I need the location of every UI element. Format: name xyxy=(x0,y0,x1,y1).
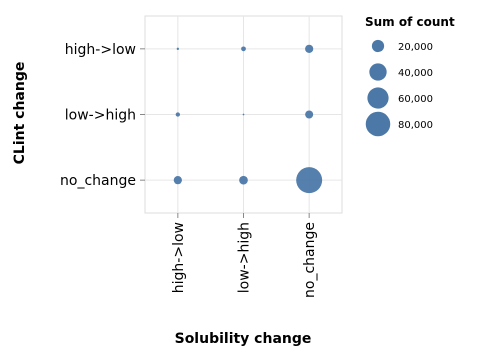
plot-area xyxy=(144,15,343,214)
data-point-bubble xyxy=(175,112,180,117)
legend-label: 20,000 xyxy=(398,42,433,53)
y-axis: high->low low->high no_change xyxy=(60,42,145,189)
data-point-bubble xyxy=(173,176,182,185)
legend-symbol xyxy=(369,63,387,81)
x-tick-label: high->low xyxy=(171,222,187,293)
legend-label: 60,000 xyxy=(398,94,433,105)
legend-symbol xyxy=(365,111,391,137)
x-tick-label: low->high xyxy=(237,222,253,293)
legend-title: Sum of count xyxy=(365,15,455,29)
x-axis: high->low low->high no_change xyxy=(171,213,318,298)
legend: Sum of count 20,000 40,000 60,000 80,000 xyxy=(365,15,455,137)
legend-symbol xyxy=(371,39,385,53)
y-tick-label: no_change xyxy=(60,173,136,189)
y-axis-title: CLint change xyxy=(12,62,28,165)
legend-label: 80,000 xyxy=(398,120,433,131)
data-point-bubble xyxy=(305,110,314,119)
x-tick-label: no_change xyxy=(302,222,318,298)
legend-symbol xyxy=(367,87,389,109)
data-point-bubble xyxy=(242,113,245,116)
data-point-bubble xyxy=(296,167,323,194)
x-axis-title: Solubility change xyxy=(175,331,312,347)
data-point-bubble xyxy=(241,46,246,52)
legend-label: 40,000 xyxy=(398,68,433,79)
y-tick-label: high->low xyxy=(65,42,136,58)
data-point-bubble xyxy=(239,175,248,185)
data-point-bubble xyxy=(176,47,179,50)
y-tick-label: low->high xyxy=(65,108,136,124)
data-point-bubble xyxy=(305,44,314,53)
